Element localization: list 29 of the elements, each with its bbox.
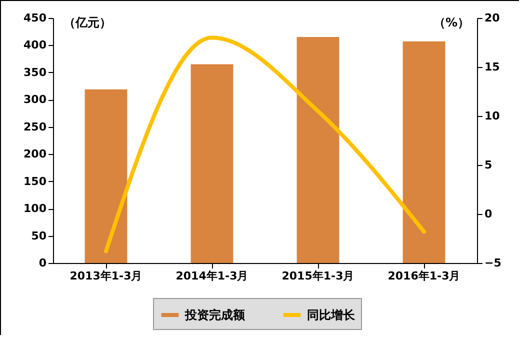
y-tick-label: 250 [24, 120, 47, 134]
y-tick-label: 0 [38, 256, 47, 270]
line-series [104, 36, 426, 254]
bar [190, 64, 234, 263]
y-tick-label: 200 [24, 148, 47, 161]
y2-tick-label: 0 [484, 208, 492, 220]
y2-tick-label: 5 [484, 158, 492, 172]
y-tick-label: 400 [24, 38, 47, 52]
y-tick-label: 300 [24, 93, 47, 106]
bar [84, 89, 128, 263]
y-tick-label: 100 [24, 202, 47, 216]
bar [402, 41, 446, 263]
y2-tick-label: 10 [484, 110, 500, 122]
x-tick-label: 2016年1-3月 [388, 270, 460, 282]
x-tick-label: 2014年1-3月 [176, 270, 248, 282]
x-tick-label: 2013年1-3月 [70, 270, 142, 282]
y-tick-label: 450 [24, 12, 47, 24]
x-tick-label: 2015年1-3月 [282, 270, 354, 282]
y-tick-label: 150 [24, 174, 47, 188]
y-axis-title: （亿元） [64, 16, 112, 30]
y2-axis-title: （%） [433, 16, 470, 30]
y2-tick-label: 20 [484, 12, 500, 24]
bar [296, 37, 340, 263]
y2-tick-label: 15 [484, 60, 500, 74]
y-tick-label: 50 [31, 229, 47, 242]
legend-label: 同比增长 [307, 308, 356, 322]
y2-tick-label: −5 [484, 256, 502, 270]
y-tick-label: 350 [24, 66, 47, 79]
legend-label: 投资完成额 [184, 308, 246, 322]
